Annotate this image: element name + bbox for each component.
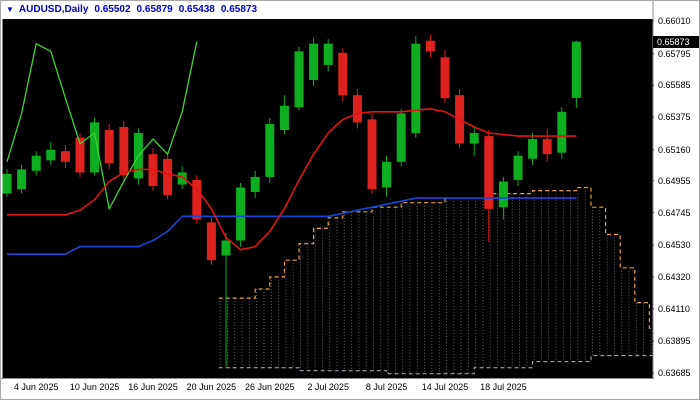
close-value: 0.65873 xyxy=(220,4,258,15)
price-axis-label: 0.65585 xyxy=(658,80,691,91)
time-axis-label: 4 Jun 2025 xyxy=(13,382,59,392)
price-axis-label: 0.64955 xyxy=(658,175,691,186)
price-axis-label: 0.64530 xyxy=(658,240,691,251)
time-axis-label: 10 Jun 2025 xyxy=(69,382,120,392)
open-value: 0.65502 xyxy=(94,4,131,15)
high-value: 0.65879 xyxy=(136,4,173,15)
time-axis-label: 14 Jul 2025 xyxy=(421,382,469,392)
time-axis-label: 20 Jun 2025 xyxy=(186,382,237,392)
current-price-badge: 0.65873 xyxy=(653,35,699,48)
low-value: 0.65438 xyxy=(178,4,215,15)
price-axis-label: 0.65375 xyxy=(658,112,691,123)
price-axis-label: 0.63895 xyxy=(658,336,691,347)
symbol-period-label: AUDUSD,Daily xyxy=(18,4,89,15)
price-axis-label: 0.65160 xyxy=(658,144,691,155)
time-axis-label: 8 Jul 2025 xyxy=(365,382,408,392)
time-axis-label: 18 Jul 2025 xyxy=(480,382,527,392)
time-axis-label: 26 Jun 2025 xyxy=(245,382,295,392)
price-axis-label: 0.64110 xyxy=(658,303,690,314)
price-axis-label: 0.65795 xyxy=(658,48,691,59)
price-axis-label: 0.64745 xyxy=(658,207,691,218)
price-axis-label: 0.63685 xyxy=(658,368,691,378)
price-axis[interactable]: 0.66010 0.65795 0.65585 0.65375 0.65160 0.649… xyxy=(654,1,699,379)
chart-ohlc-header: ▼ AUDUSD,Daily 0.65502 0.65879 0.65438 0… xyxy=(6,4,257,15)
price-axis-label: 0.66010 xyxy=(658,16,691,26)
symbol-dropdown-icon[interactable]: ▼ xyxy=(6,5,14,14)
time-axis[interactable]: 4 Jun 2025 10 Jun 2025 16 Jun 2025 20 Jun 2… xyxy=(1,379,654,399)
time-axis-label: 16 Jun 2025 xyxy=(128,382,178,392)
time-axis-label: 2 Jul 2025 xyxy=(307,382,349,392)
price-axis-label: 0.64320 xyxy=(658,271,691,282)
